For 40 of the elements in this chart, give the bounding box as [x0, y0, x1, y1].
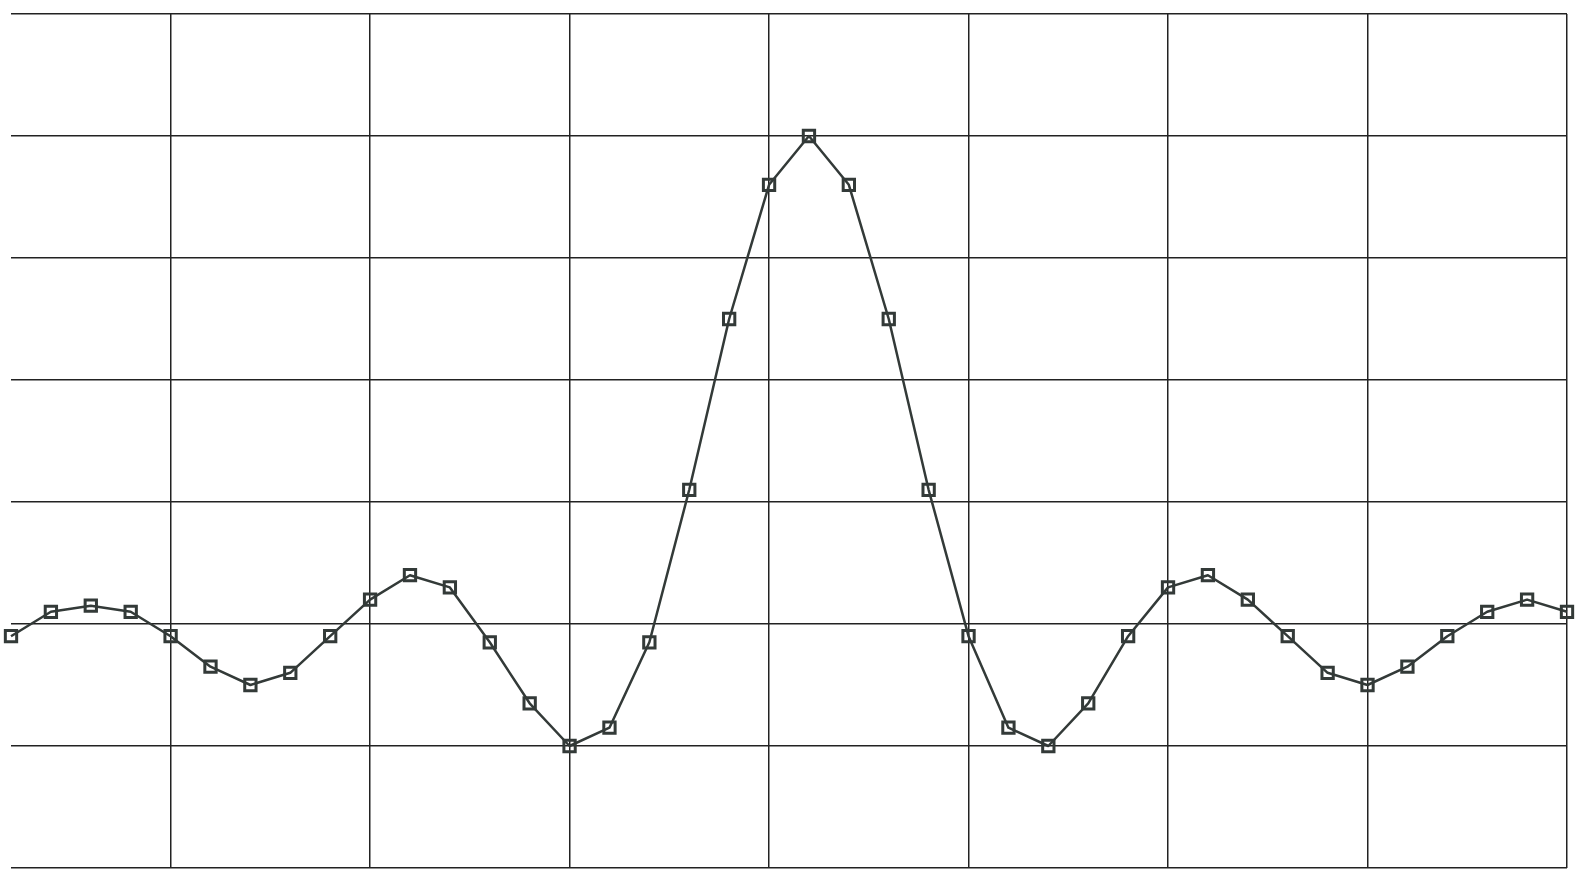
point: [43, 604, 59, 619]
point: [642, 635, 657, 650]
point: [1320, 665, 1335, 680]
point: [1081, 696, 1096, 711]
point: [1240, 592, 1255, 607]
point: [1120, 629, 1136, 644]
point: [283, 665, 298, 680]
point: [881, 311, 896, 327]
point: [1280, 629, 1295, 644]
point: [841, 177, 856, 192]
point: [3, 629, 19, 644]
point: [123, 604, 138, 619]
point: [1041, 738, 1056, 754]
point: [482, 635, 497, 650]
point: [682, 482, 697, 497]
point: [522, 696, 537, 711]
point: [243, 677, 258, 693]
point: [1440, 629, 1455, 644]
point: [722, 311, 737, 327]
point: [402, 568, 418, 583]
point: [1480, 604, 1495, 619]
point: [1160, 580, 1176, 595]
point: [1400, 659, 1415, 674]
point: [1519, 592, 1535, 607]
point: [362, 592, 378, 607]
point: [921, 482, 936, 497]
point: [203, 659, 218, 674]
point: [1200, 568, 1216, 583]
point: [1360, 677, 1375, 693]
point: [761, 177, 777, 192]
point: [442, 580, 458, 595]
point: [602, 720, 617, 735]
point: [323, 629, 338, 644]
point: [1559, 604, 1575, 619]
point: [83, 598, 98, 613]
point: [801, 128, 817, 144]
point: [163, 629, 178, 644]
point: [562, 738, 577, 754]
point: [1001, 720, 1016, 735]
point: [961, 629, 976, 644]
